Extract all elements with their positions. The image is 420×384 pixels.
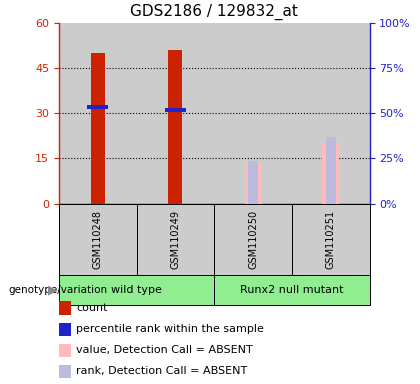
Bar (292, 23, 370, 204)
Bar (87, 106, 108, 109)
Text: GSM110251: GSM110251 (326, 210, 336, 268)
Text: genotype/variation: genotype/variation (8, 285, 108, 295)
Text: count: count (76, 303, 108, 313)
Bar (136, 204, 214, 275)
Text: Runx2 null mutant: Runx2 null mutant (240, 285, 344, 295)
Bar (168, 50, 182, 204)
Bar (165, 108, 186, 112)
Bar (214, 275, 370, 305)
Bar (59, 275, 214, 305)
Text: GSM110250: GSM110250 (248, 210, 258, 268)
Bar (214, 23, 292, 204)
Bar (91, 53, 105, 204)
Bar (244, 164, 262, 204)
Text: ▶: ▶ (48, 283, 57, 296)
Text: rank, Detection Call = ABSENT: rank, Detection Call = ABSENT (76, 366, 248, 376)
Title: GDS2186 / 129832_at: GDS2186 / 129832_at (130, 4, 298, 20)
Bar (326, 137, 336, 204)
Bar (248, 161, 258, 204)
Bar (322, 143, 339, 204)
Text: value, Detection Call = ABSENT: value, Detection Call = ABSENT (76, 345, 253, 355)
Bar (214, 204, 292, 275)
Text: percentile rank within the sample: percentile rank within the sample (76, 324, 264, 334)
Text: GSM110248: GSM110248 (93, 210, 102, 268)
Text: GSM110249: GSM110249 (171, 210, 180, 268)
Text: wild type: wild type (111, 285, 162, 295)
Bar (59, 23, 136, 204)
Bar (136, 23, 214, 204)
Bar (59, 204, 136, 275)
Bar (292, 204, 370, 275)
